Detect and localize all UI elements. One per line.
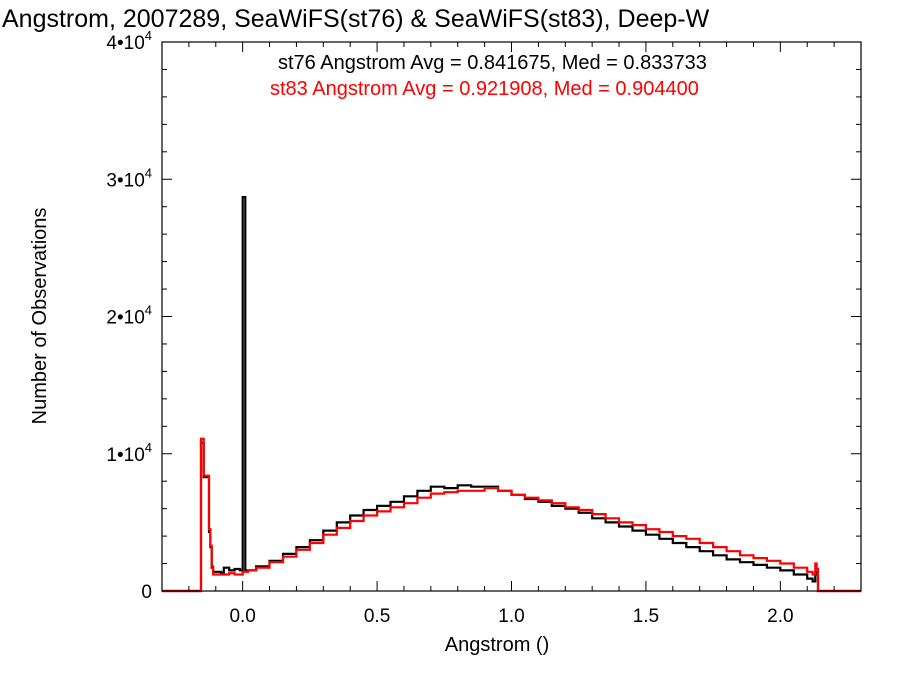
y-tick-label: 0	[141, 582, 152, 603]
plot-area	[162, 196, 861, 593]
x-tick-label: 2.0	[767, 606, 793, 627]
x-axis-label: Angstrom ()	[445, 634, 549, 656]
st83-stats-annotation: st83 Angstrom Avg = 0.921908, Med = 0.90…	[270, 78, 699, 100]
y-tick-label: 2•104	[106, 303, 152, 329]
axis-ticks: 0.0 0.5 1.0 1.5 2.0 0 1•104 2•104 3•104 4•104	[106, 28, 862, 627]
st76-stats-annotation: st76 Angstrom Avg = 0.841675, Med = 0.83…	[278, 52, 707, 74]
y-tick-label: 3•104	[106, 165, 152, 191]
x-tick-label: 1.0	[498, 606, 524, 627]
series-0-line	[162, 196, 861, 593]
series-1-line	[162, 437, 861, 593]
plot-frame	[161, 41, 862, 592]
chart-title: Angstrom, 2007289, SeaWiFS(st76) & SeaWi…	[2, 5, 710, 33]
y-axis-label: Number of Observations	[29, 208, 51, 425]
x-tick-label: 0.0	[229, 606, 255, 627]
y-tick-label: 1•104	[106, 440, 152, 466]
x-tick-label: 0.5	[364, 606, 390, 627]
y-tick-label: 4•104	[106, 28, 152, 54]
x-tick-label: 1.5	[633, 606, 659, 627]
